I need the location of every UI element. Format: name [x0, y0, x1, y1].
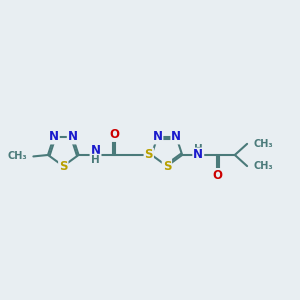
Text: N: N: [152, 130, 162, 143]
Text: S: S: [163, 160, 171, 172]
Text: S: S: [145, 148, 153, 161]
Text: O: O: [212, 169, 222, 182]
Text: N: N: [49, 130, 59, 143]
Text: CH₃: CH₃: [7, 152, 27, 161]
Text: H: H: [91, 154, 100, 165]
Text: O: O: [110, 128, 120, 141]
Text: N: N: [171, 130, 181, 143]
Text: N: N: [91, 144, 100, 157]
Text: S: S: [59, 160, 68, 172]
Text: H: H: [194, 144, 203, 154]
Text: N: N: [193, 148, 203, 161]
Text: CH₃: CH₃: [254, 161, 273, 171]
Text: CH₃: CH₃: [254, 139, 273, 149]
Text: N: N: [68, 130, 78, 143]
